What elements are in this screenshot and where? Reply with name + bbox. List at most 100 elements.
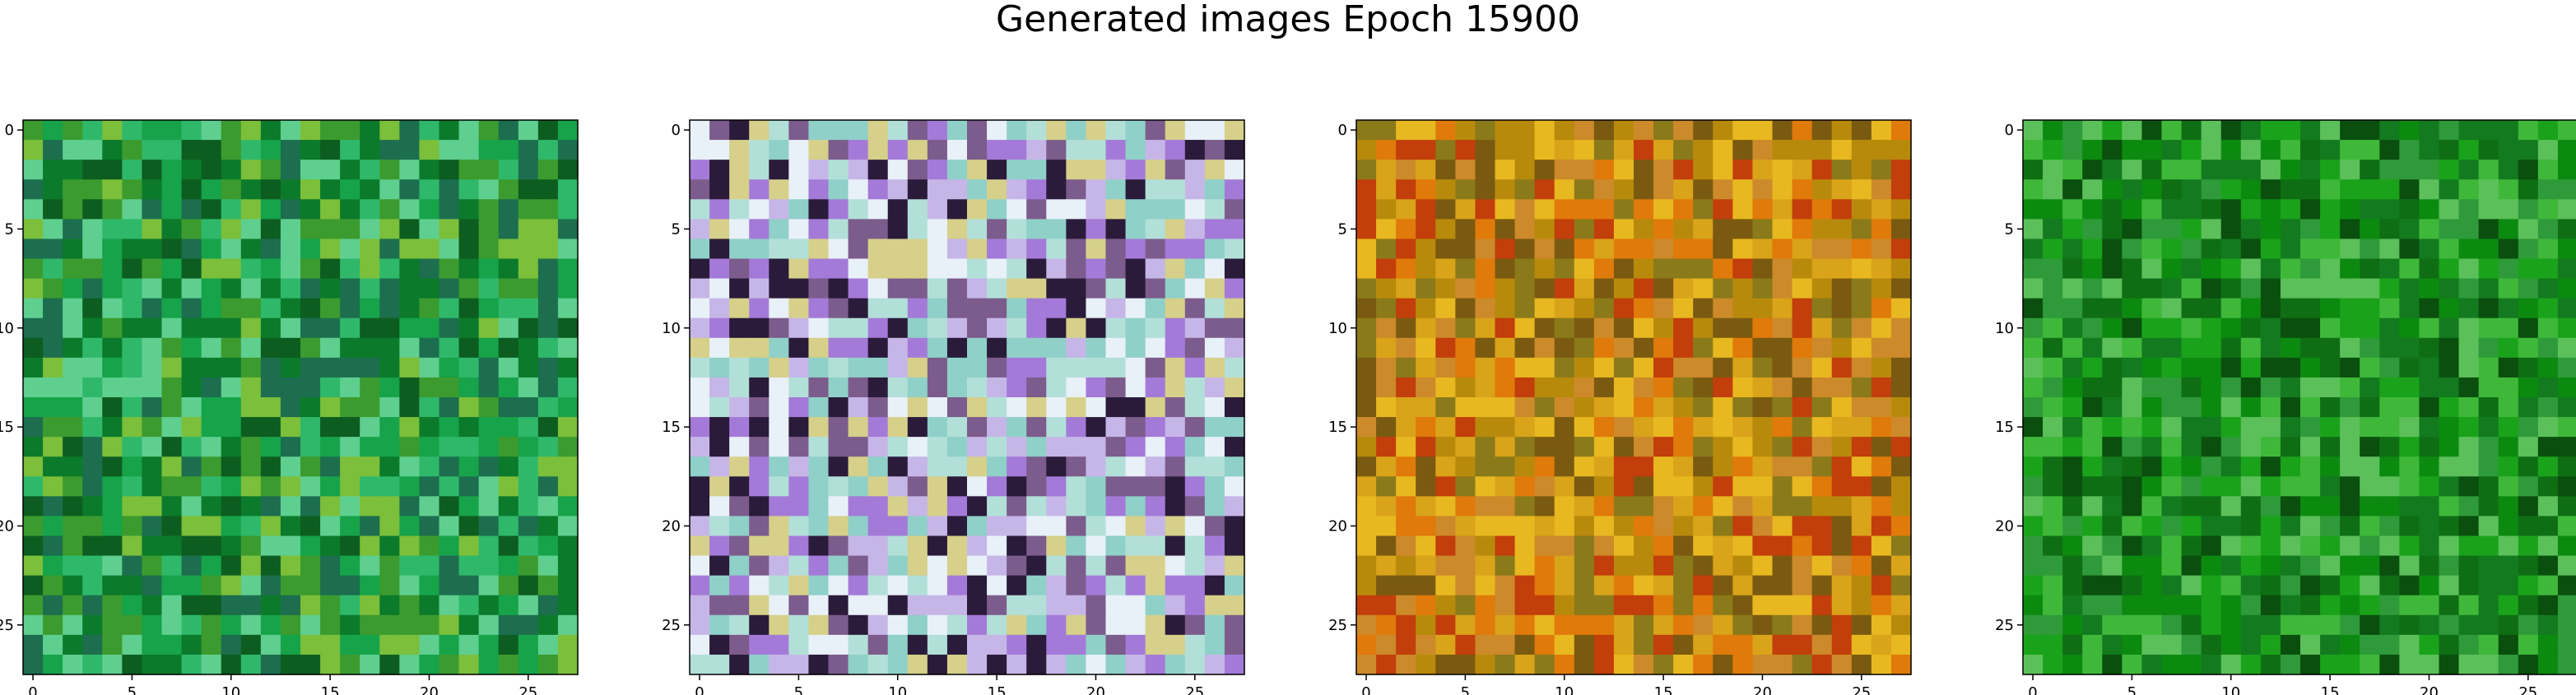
pixel: [2201, 140, 2222, 160]
pixel: [2082, 496, 2103, 517]
pixel: [181, 337, 202, 359]
pixel: [43, 377, 63, 398]
pixel: [122, 496, 143, 517]
pixel: [690, 179, 710, 200]
pixel: [1105, 120, 1127, 141]
pixel: [2419, 654, 2440, 675]
pixel: [399, 317, 421, 339]
pixel: [161, 317, 183, 339]
pixel: [2122, 199, 2143, 220]
pixel: [360, 496, 380, 517]
pixel: [280, 456, 301, 477]
pixel: [2399, 179, 2420, 200]
pixel: [102, 317, 123, 339]
pixel: [280, 397, 301, 418]
x-tick-label: 15: [321, 684, 340, 695]
pixel: [2062, 555, 2083, 577]
pixel: [439, 298, 460, 319]
pixel: [161, 476, 183, 497]
pixel: [2537, 357, 2559, 378]
pixel: [2300, 417, 2321, 438]
pixel: [23, 377, 44, 398]
pixel: [2161, 298, 2183, 319]
pixel: [2458, 317, 2480, 339]
pixel: [458, 634, 480, 656]
pixel: [161, 278, 183, 299]
pixel: [518, 456, 539, 477]
pixel: [63, 199, 83, 220]
pixel: [2181, 575, 2202, 596]
pixel: [808, 179, 830, 200]
pixel: [300, 317, 321, 339]
pixel: [340, 377, 360, 398]
pixel: [2399, 357, 2420, 378]
pixel: [907, 199, 928, 220]
pixel: [280, 614, 301, 636]
pixel: [537, 258, 559, 280]
pixel: [2518, 496, 2539, 517]
pixel: [2478, 219, 2499, 240]
pixel: [2240, 278, 2262, 299]
pixel: [537, 377, 559, 398]
pixel: [2399, 337, 2420, 359]
pixel: [458, 456, 480, 477]
pixel: [360, 456, 380, 477]
pixel: [280, 199, 301, 220]
pixel: [2102, 258, 2123, 280]
pixel: [498, 317, 519, 339]
pixel: [2161, 417, 2183, 438]
pixel: [419, 219, 440, 240]
pixel: [2201, 298, 2222, 319]
pixel: [478, 258, 500, 280]
pixel: [419, 377, 440, 398]
pixel: [2320, 437, 2341, 457]
pixel: [102, 278, 123, 299]
pixel: [1224, 160, 1245, 180]
pixel: [419, 496, 440, 517]
pixel: [320, 160, 341, 180]
pixel: [2360, 317, 2380, 339]
pixel: [2498, 258, 2519, 280]
pixel: [2379, 417, 2400, 438]
pixel: [2043, 476, 2063, 497]
pixel: [320, 437, 341, 457]
pixel: [63, 476, 83, 497]
pixel: [2419, 496, 2440, 517]
pixel: [419, 555, 440, 577]
pixel: [300, 456, 321, 477]
pixel: [2240, 179, 2262, 200]
pixel: [2102, 417, 2123, 438]
pixel: [2181, 160, 2202, 180]
pixel: [2260, 456, 2281, 477]
pixel: [2082, 595, 2103, 616]
pixel: [557, 437, 579, 457]
pixel: [518, 199, 539, 220]
pixel: [2280, 199, 2301, 220]
pixel: [2260, 160, 2281, 180]
pixel: [518, 140, 539, 160]
pixel: [2043, 417, 2063, 438]
pixel: [2141, 535, 2163, 557]
pixel: [399, 654, 421, 675]
pixel: [379, 535, 400, 557]
pixel: [340, 575, 360, 596]
pixel: [2399, 614, 2420, 636]
pixel: [360, 140, 380, 160]
pixel: [2340, 377, 2360, 398]
pixel: [2141, 219, 2163, 240]
pixel: [201, 278, 222, 299]
pixel: [82, 239, 103, 260]
pixel: [102, 219, 123, 240]
pixel: [2260, 614, 2281, 636]
pixel: [808, 120, 830, 141]
pixel: [518, 595, 539, 616]
pixel: [280, 535, 301, 557]
pixel: [201, 317, 222, 339]
pixel: [537, 516, 559, 537]
pixel: [458, 239, 480, 260]
pixel: [518, 397, 539, 418]
pixel: [2082, 120, 2103, 141]
pixel: [2537, 496, 2559, 517]
pixel: [2379, 456, 2400, 477]
pixel: [82, 654, 103, 675]
